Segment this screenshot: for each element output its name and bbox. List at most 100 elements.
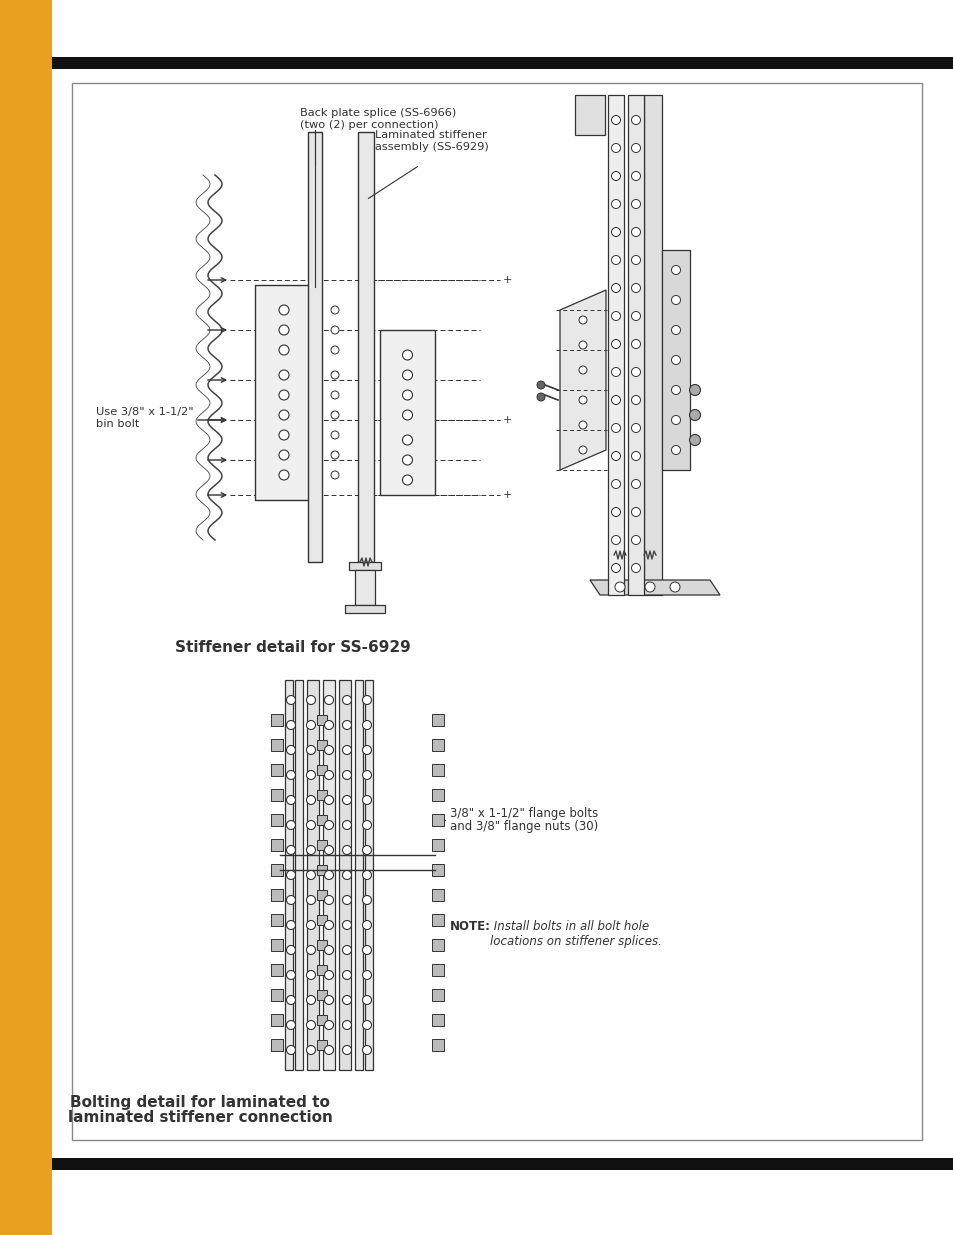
Circle shape <box>306 895 315 904</box>
Circle shape <box>331 326 338 333</box>
Circle shape <box>306 846 315 855</box>
Circle shape <box>611 256 619 264</box>
Circle shape <box>631 424 639 432</box>
Text: Back plate splice (SS-6966): Back plate splice (SS-6966) <box>299 107 456 119</box>
Circle shape <box>578 421 586 429</box>
Bar <box>316 815 327 825</box>
Circle shape <box>342 995 351 1004</box>
Circle shape <box>611 424 619 432</box>
Circle shape <box>306 1020 315 1030</box>
Circle shape <box>611 563 619 573</box>
Circle shape <box>578 366 586 374</box>
Circle shape <box>286 895 295 904</box>
Circle shape <box>286 771 295 779</box>
Circle shape <box>402 410 412 420</box>
Circle shape <box>631 368 639 377</box>
Bar <box>52 1158 953 1170</box>
Bar <box>271 889 283 902</box>
Circle shape <box>324 795 334 804</box>
Circle shape <box>306 871 315 879</box>
Circle shape <box>324 720 334 730</box>
Text: assembly (SS-6929): assembly (SS-6929) <box>375 142 488 152</box>
Circle shape <box>362 946 371 955</box>
Bar <box>285 680 293 1070</box>
Circle shape <box>631 227 639 236</box>
Bar <box>271 814 283 826</box>
Circle shape <box>362 771 371 779</box>
Circle shape <box>631 284 639 293</box>
Circle shape <box>342 1020 351 1030</box>
Bar <box>432 1039 443 1051</box>
Circle shape <box>402 435 412 445</box>
Bar <box>52 57 953 69</box>
Circle shape <box>362 795 371 804</box>
Circle shape <box>644 582 655 592</box>
Circle shape <box>286 746 295 755</box>
Circle shape <box>689 410 700 420</box>
Bar <box>432 814 443 826</box>
Bar <box>432 864 443 876</box>
Circle shape <box>671 446 679 454</box>
Bar <box>316 940 327 950</box>
Circle shape <box>324 820 334 830</box>
Text: 3/8" x 1-1/2" flange bolts: 3/8" x 1-1/2" flange bolts <box>450 806 598 820</box>
Circle shape <box>324 895 334 904</box>
Circle shape <box>331 306 338 314</box>
Bar <box>432 965 443 976</box>
Circle shape <box>331 391 338 399</box>
Text: laminated stiffener connection: laminated stiffener connection <box>68 1110 332 1125</box>
Circle shape <box>611 172 619 180</box>
Circle shape <box>342 720 351 730</box>
Bar <box>271 965 283 976</box>
Circle shape <box>331 370 338 379</box>
Circle shape <box>306 771 315 779</box>
Bar <box>0 0 52 1235</box>
Circle shape <box>362 871 371 879</box>
Circle shape <box>631 311 639 321</box>
Circle shape <box>671 356 679 364</box>
Circle shape <box>306 971 315 979</box>
Circle shape <box>611 311 619 321</box>
Circle shape <box>631 340 639 348</box>
Bar <box>432 889 443 902</box>
Bar <box>316 1015 327 1025</box>
Circle shape <box>611 368 619 377</box>
Circle shape <box>631 143 639 152</box>
Circle shape <box>342 746 351 755</box>
Circle shape <box>671 415 679 425</box>
Bar <box>271 914 283 926</box>
Circle shape <box>331 346 338 354</box>
Circle shape <box>402 370 412 380</box>
Circle shape <box>278 390 289 400</box>
Circle shape <box>631 508 639 516</box>
Circle shape <box>342 920 351 930</box>
Circle shape <box>324 920 334 930</box>
Text: (two (2) per connection): (two (2) per connection) <box>299 120 438 130</box>
Circle shape <box>402 390 412 400</box>
Text: +: + <box>502 275 512 285</box>
Bar <box>294 680 303 1070</box>
Circle shape <box>611 143 619 152</box>
Circle shape <box>278 450 289 459</box>
Circle shape <box>578 316 586 324</box>
Bar <box>71 83 921 1140</box>
Circle shape <box>278 430 289 440</box>
Text: +: + <box>502 490 512 500</box>
Circle shape <box>631 536 639 545</box>
Bar <box>271 939 283 951</box>
Circle shape <box>578 396 586 404</box>
Circle shape <box>611 116 619 125</box>
Polygon shape <box>559 290 605 471</box>
Circle shape <box>286 695 295 704</box>
Bar <box>627 95 643 595</box>
Circle shape <box>286 946 295 955</box>
Circle shape <box>342 871 351 879</box>
Circle shape <box>537 393 544 401</box>
Circle shape <box>671 326 679 335</box>
Circle shape <box>669 582 679 592</box>
Bar <box>316 1040 327 1050</box>
Circle shape <box>689 435 700 446</box>
Bar <box>355 571 375 605</box>
Circle shape <box>286 720 295 730</box>
Circle shape <box>362 995 371 1004</box>
